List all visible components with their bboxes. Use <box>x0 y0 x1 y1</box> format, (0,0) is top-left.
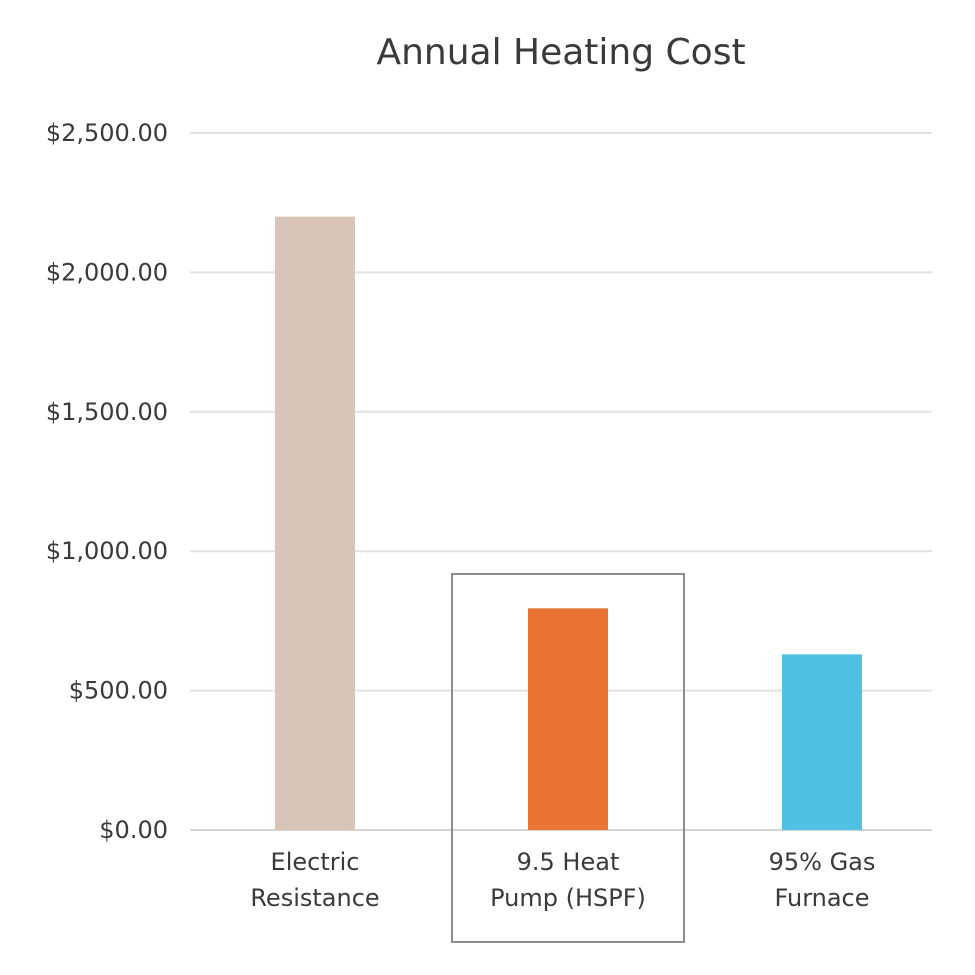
y-axis-tick-labels: $0.00 $500.00 $1,000.00 $1,500.00 $2,000.00 $… <box>46 119 168 844</box>
x-axis-category-labels: Electric Resistance 9.5 Heat Pump (HSPF) 95%… <box>250 848 875 912</box>
highlight-frame <box>451 573 685 943</box>
x-category-label: 9.5 Heat Pump (HSPF) <box>490 848 646 912</box>
chart-title: Annual Heating Cost <box>376 32 745 73</box>
bar <box>275 216 355 830</box>
y-tick-label: $500.00 <box>69 677 168 705</box>
x-category-label: 95% Gas Furnace <box>769 848 876 912</box>
bar <box>528 608 608 830</box>
y-tick-label: $0.00 <box>99 816 168 844</box>
bars <box>275 216 862 830</box>
y-tick-label: $2,000.00 <box>46 258 168 286</box>
y-tick-label: $1,000.00 <box>46 537 168 565</box>
y-tick-label: $2,500.00 <box>46 119 168 147</box>
highlight-box <box>451 573 685 943</box>
y-tick-label: $1,500.00 <box>46 398 168 426</box>
bar <box>782 654 862 830</box>
x-category-label: Electric Resistance <box>250 848 379 912</box>
